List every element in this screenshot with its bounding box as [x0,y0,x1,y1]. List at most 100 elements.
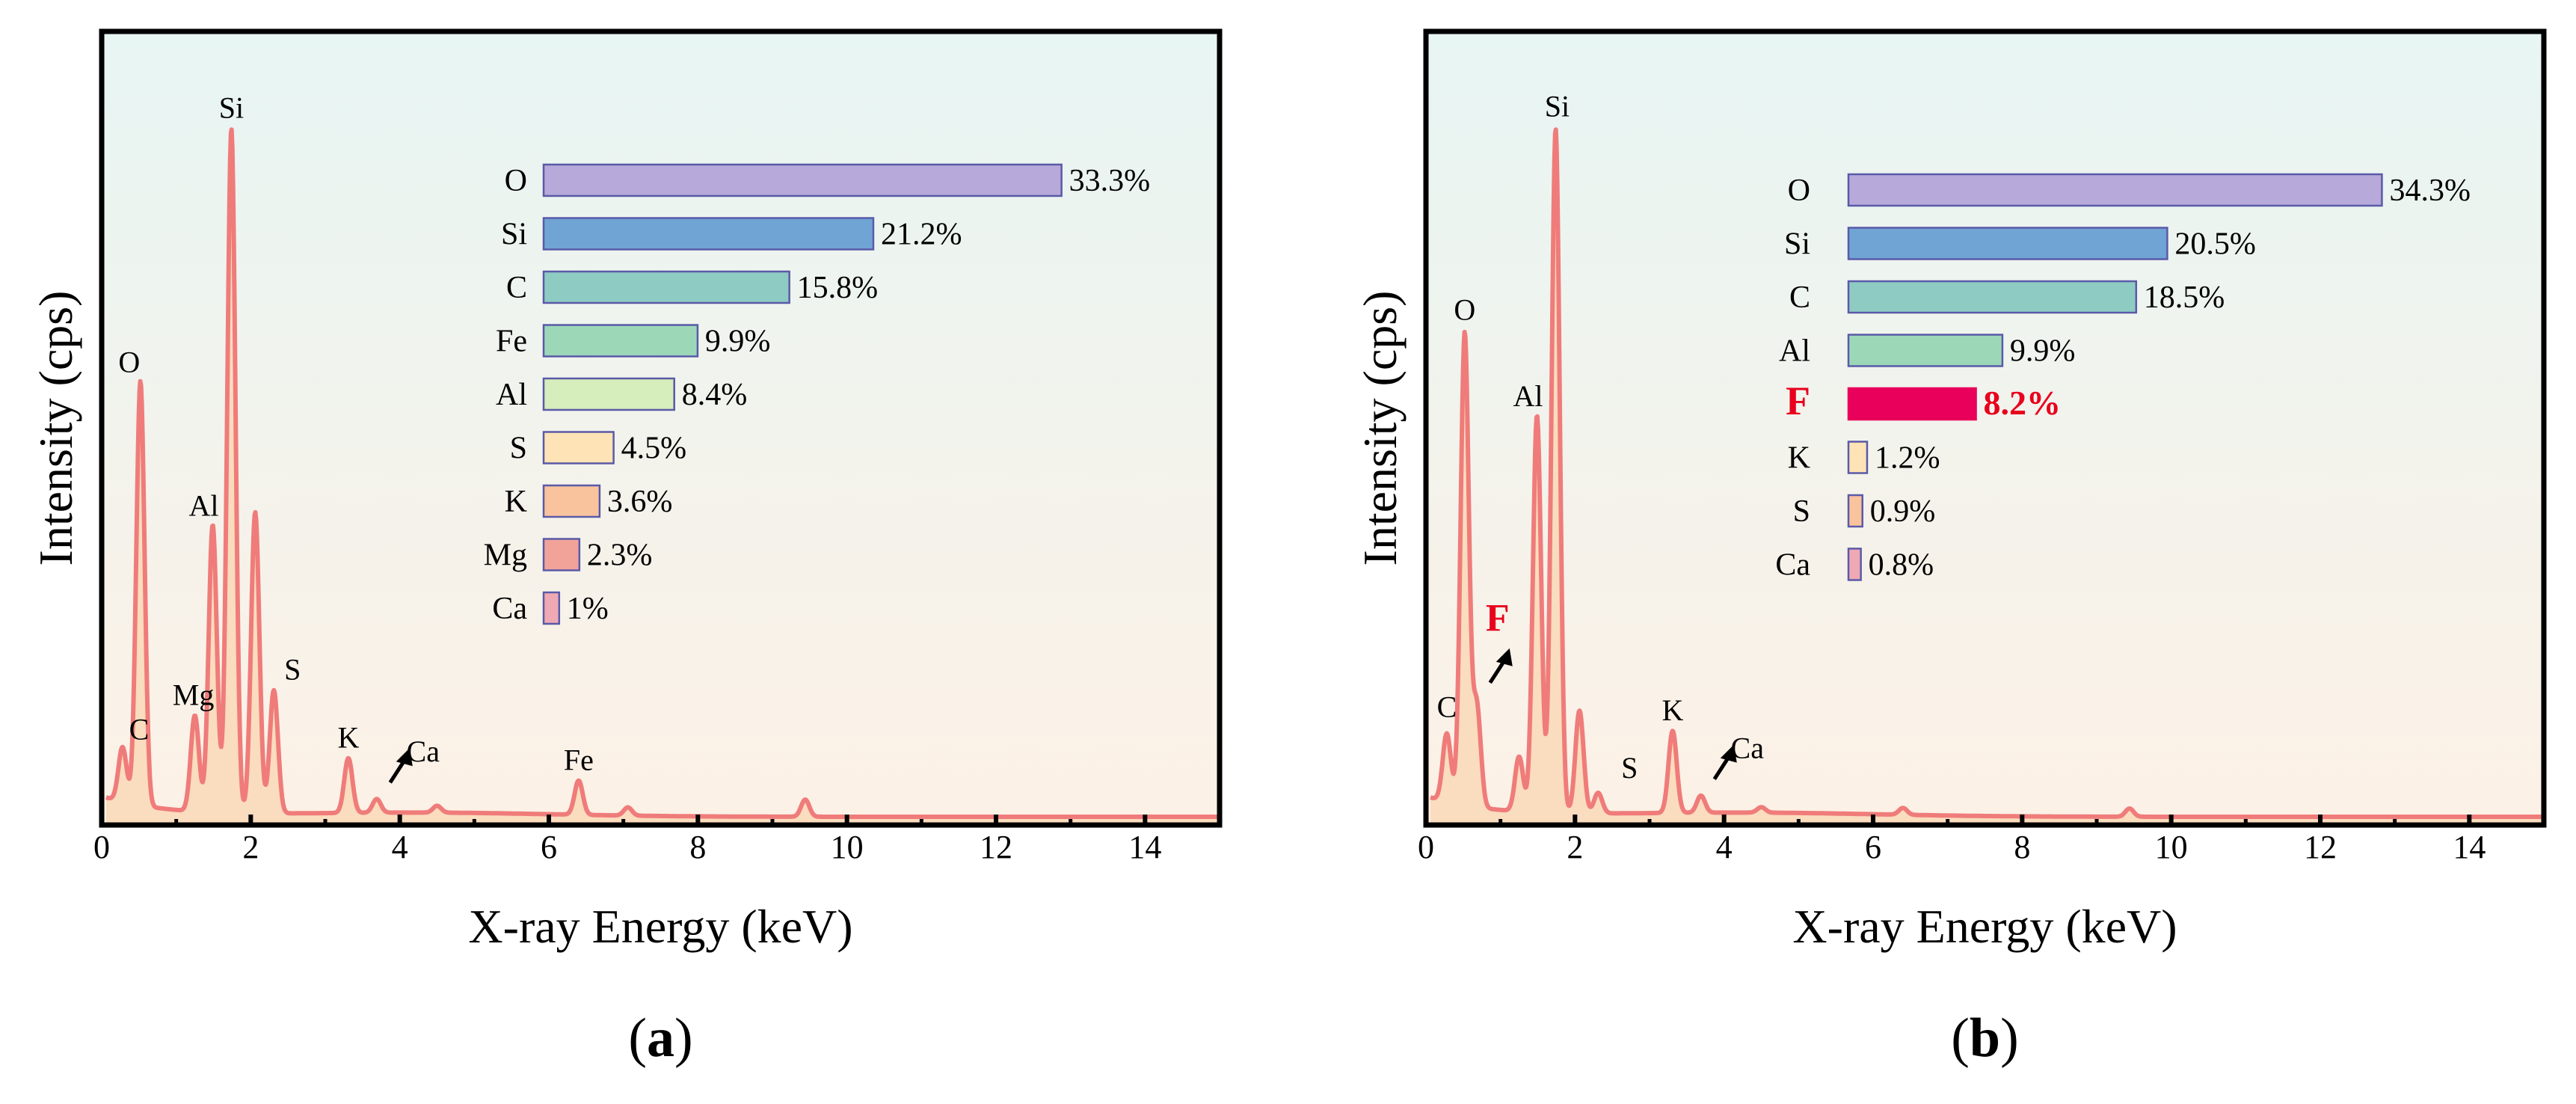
composition-bar [542,377,675,411]
composition-value-label: 20.5% [2174,227,2256,262]
x-axis-title: X-ray Energy (keV) [468,900,852,953]
composition-element-label: S [1793,494,1810,529]
composition-value-label: 33.3% [1069,164,1151,198]
peak-arrow-head-ca [1720,744,1737,763]
x-tick-label: 4 [1716,829,1733,865]
peak-label-k: K [1662,693,1683,727]
composition-element-label: C [506,271,527,305]
x-tick-label: 6 [1865,829,1881,865]
composition-bar [1847,387,1977,421]
composition-bar [542,591,561,625]
peak-arrow-head-f [1496,648,1513,666]
composition-bar [542,217,875,251]
peak-label-si: Si [1545,90,1570,123]
panel-label: (a) [628,1008,692,1069]
y-axis-title: Intensity (cps) [29,291,82,566]
peak-label-si: Si [219,91,244,125]
x-tick-label: 12 [980,829,1012,865]
x-tick-label: 0 [1418,829,1434,865]
peak-label-s: S [284,653,301,687]
composition-value-label: 0.8% [1869,548,1934,583]
composition-bar [542,538,581,571]
composition-value-label: 9.9% [705,325,770,359]
composition-element-label: C [1789,280,1810,315]
x-tick-label: 12 [2304,829,2337,865]
plot-background [102,31,1220,825]
x-tick-label: 6 [541,829,557,865]
composition-bar [1847,280,2138,314]
peak-label-al: Al [189,489,219,523]
composition-bar [542,270,790,304]
panel-label-letter: a [647,1008,674,1069]
panel-a: 0 2 4 6 8 10 12 14 X-ray Energy (keV) Intensity (… [29,28,1223,1069]
composition-value-label: 1.2% [1875,441,1940,476]
composition-bar [1847,494,1863,528]
peak-label-o: O [1454,292,1475,326]
panel-label-open-paren: ( [1951,1008,1970,1069]
panel-label: (b) [1951,1008,2018,1069]
composition-element-label: Ca [1775,548,1810,583]
composition-element-label: K [1788,441,1810,476]
composition-value-label: 8.4% [682,378,748,412]
composition-value-label: 2.3% [587,539,653,573]
composition-element-label: S [510,432,527,466]
y-axis-title: Intensity (cps) [1353,291,1407,566]
peak-arrow-head-ca [396,748,413,767]
spectrum-fill [1430,129,2544,826]
x-tick-label: 8 [2014,829,2030,865]
composition-bar [1847,173,2383,207]
panel-label-letter: b [1970,1008,2000,1069]
composition-bar [542,431,615,464]
peak-label-s: S [1621,751,1638,785]
composition-element-label: Ca [492,592,527,626]
x-tick-label: 0 [93,829,110,865]
composition-element-label: Al [1779,334,1810,369]
composition-bar [542,324,699,358]
peak-label-al: Al [1513,379,1543,413]
x-tick-label: 4 [392,829,408,865]
spectrum-line [1429,127,2545,819]
peak-label-c: C [129,713,150,746]
composition-element-label: O [505,164,527,198]
composition-element-label: K [505,485,527,519]
spectrum-line [105,127,1221,819]
x-tick-label: 14 [2453,829,2486,865]
x-tick-label: 2 [1567,829,1583,865]
composition-element-label: Mg [484,539,527,573]
composition-value-label: 1% [567,592,609,626]
plot-background [1426,31,2544,825]
plot-frame [99,28,1223,828]
panel-label-open-paren: ( [628,1008,647,1069]
composition-bar [1847,227,2168,260]
composition-bar [542,484,601,518]
peak-label-f: F [1486,597,1510,640]
panel-label-close-paren: ) [2000,1008,2019,1069]
panel-label-close-paren: ) [674,1008,693,1069]
composition-value-label: 15.8% [797,271,879,305]
composition-element-label: O [1788,174,1810,208]
panel-b: 0 2 4 6 8 10 12 14 X-ray Energy (keV) Intensity (… [1353,28,2547,1069]
peak-label-k: K [337,721,359,755]
composition-element-label: Si [501,218,527,252]
composition-value-label: 8.2% [1984,384,2062,422]
x-tick-label: 8 [689,829,706,865]
spectrum-fill [106,129,1220,826]
x-tick-label: 14 [1128,829,1161,865]
peak-label-c: C [1437,690,1457,723]
peak-label-o: O [118,345,140,378]
composition-element-label: F [1786,378,1810,423]
composition-value-label: 9.9% [2010,334,2076,369]
composition-value-label: 0.9% [1870,494,1936,529]
composition-element-label: Fe [496,325,527,359]
composition-bar [1847,441,1869,474]
composition-bar [542,163,1063,197]
composition-element-label: Si [1784,227,1810,262]
plot-frame [1423,28,2547,828]
composition-value-label: 21.2% [881,218,962,252]
x-tick-label: 10 [831,829,864,865]
composition-value-label: 34.3% [2389,174,2471,208]
x-tick-label: 2 [242,829,259,865]
peak-label-mg: Mg [173,678,215,712]
composition-value-label: 4.5% [621,432,687,466]
